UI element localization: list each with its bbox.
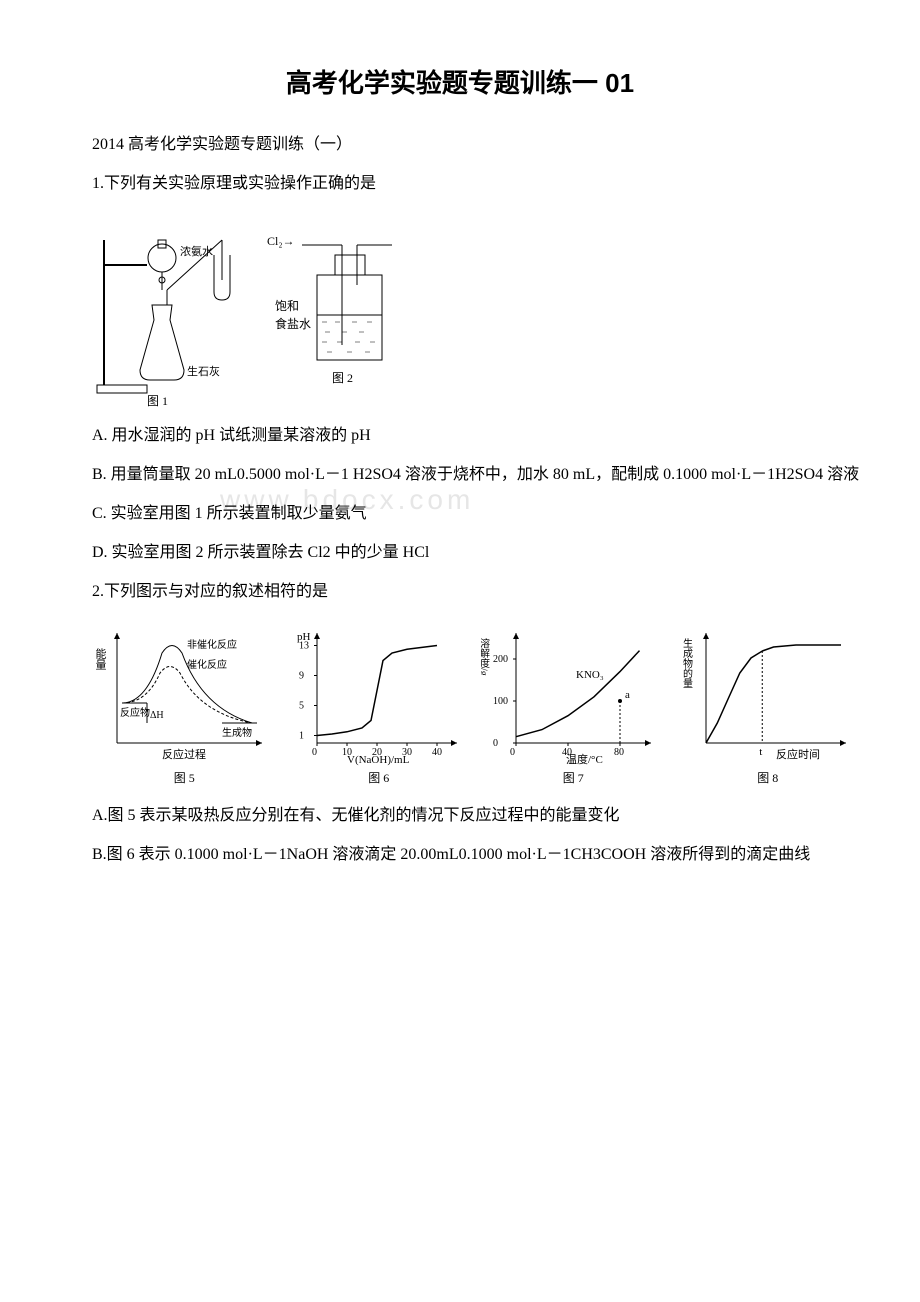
c5-annot4: 生成物 [222, 726, 252, 739]
c7-xlabel: 温度/°C [566, 752, 603, 766]
q1-option-a: A. 用水湿润的 pH 试纸测量某溶液的 pH [60, 422, 860, 451]
svg-text:100: 100 [493, 696, 508, 707]
c5-ylabel: 能量 [94, 647, 107, 670]
svg-text:80: 80 [614, 747, 624, 758]
chart-8: 生成物的量 t 反应时间 图 8 [676, 618, 861, 790]
c6-caption: 图 6 [287, 768, 472, 790]
funnel-label: 浓氨水 [180, 245, 213, 258]
svg-text:0: 0 [493, 738, 498, 749]
svg-text:0: 0 [312, 747, 317, 758]
bottle-liquid-label1: 饱和 [275, 298, 299, 313]
svg-text:0: 0 [510, 747, 515, 758]
q2-option-b: B.图 6 表示 0.1000 mol·L－1NaOH 溶液滴定 20.00mL… [60, 841, 860, 870]
c5-annot2: 催化反应 [187, 658, 227, 671]
c8-marker: t [759, 746, 762, 758]
page-title: 高考化学实验题专题训练一 01 [60, 60, 860, 107]
c7-caption: 图 7 [481, 768, 666, 790]
bottle-liquid-label2: 食盐水 [275, 316, 311, 331]
q2-stem: 2.下列图示与对应的叙述相符的是 [60, 578, 860, 607]
flask-label: 生石灰 [187, 364, 220, 378]
svg-text:200: 200 [493, 654, 508, 665]
q1-option-d: D. 实验室用图 2 所示装置除去 Cl2 中的少量 HCl [60, 539, 860, 568]
gas-in-label: Cl₂→ [267, 234, 295, 248]
fig1-caption: 图 1 [147, 394, 168, 408]
fig1-apparatus: 浓氨水 生石灰 图 1 [97, 240, 230, 408]
svg-text:5: 5 [299, 701, 304, 712]
chart-5: 能量 非催化反应 催化反应 反应物 ΔH 生成物 反应过程 图 5 [92, 618, 277, 790]
q2-option-a: A.图 5 表示某吸热反应分别在有、无催化剂的情况下反应过程中的能量变化 [60, 802, 860, 831]
q1-stem: 1.下列有关实验原理或实验操作正确的是 [60, 170, 860, 199]
svg-text:13: 13 [299, 641, 309, 652]
q1-option-b: B. 用量筒量取 20 mL0.5000 mol·L－1 H2SO4 溶液于烧杯… [60, 461, 860, 490]
chart-7: 溶解度/g 0100200 04080 KNO₃ a 温度/°C 图 7 [481, 618, 666, 790]
svg-text:9: 9 [299, 671, 304, 682]
c6-xlabel: V(NaOH)/mL [347, 754, 410, 766]
fig2-caption: 图 2 [332, 371, 353, 385]
chart-6: pH 15913 010203040 V(NaOH)/mL 图 6 [287, 618, 472, 790]
c7-ylabel: 溶解度/g [481, 637, 490, 676]
c7-series: KNO₃ [576, 669, 604, 681]
c5-annot1: 非催化反应 [187, 638, 237, 651]
q2-charts: 能量 非催化反应 催化反应 反应物 ΔH 生成物 反应过程 图 5 pH 159… [92, 618, 860, 790]
c8-ylabel: 生成物的量 [680, 637, 692, 688]
q1-figure: 浓氨水 生石灰 图 1 Cl₂→ [92, 210, 860, 410]
c8-caption: 图 8 [676, 768, 861, 790]
q1-option-c: C. 实验室用图 1 所示装置制取少量氨气 [60, 500, 860, 529]
svg-text:40: 40 [432, 747, 442, 758]
c5-annot3: 反应物 [120, 706, 150, 719]
fig2-apparatus: Cl₂→ 饱和 食盐水 图 2 [267, 234, 392, 385]
c7-point-label: a [625, 689, 630, 701]
c5-caption: 图 5 [92, 768, 277, 790]
c8-xlabel: 反应时间 [776, 747, 820, 761]
subtitle: 2014 高考化学实验题专题训练（一） [60, 131, 860, 160]
c5-annot5: ΔH [150, 710, 164, 721]
svg-text:1: 1 [299, 731, 304, 742]
c5-xlabel: 反应过程 [162, 747, 206, 761]
